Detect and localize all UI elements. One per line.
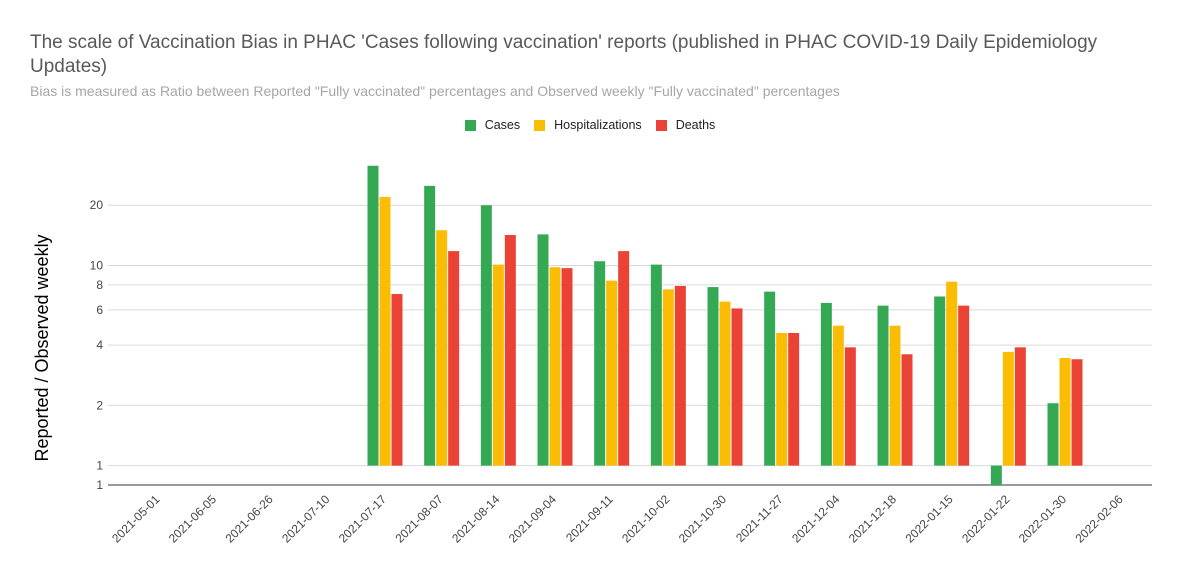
x-tick-label: 2021-05-01 (109, 492, 163, 546)
legend-label: Deaths (675, 118, 716, 132)
bar-cases-2021-08-07 (424, 185, 436, 466)
bar-hospitalizations-2021-09-11 (606, 280, 618, 466)
legend-swatch (655, 119, 667, 131)
y-tick-label: 10 (90, 258, 104, 272)
legend-swatch (534, 119, 546, 131)
x-tick-label: 2021-08-14 (449, 492, 503, 546)
bar-hospitalizations-2022-01-15 (946, 281, 958, 466)
bar-hospitalizations-2021-08-14 (492, 264, 504, 466)
x-tick-label: 2021-07-10 (279, 492, 333, 546)
bar-cases-2021-12-18 (877, 305, 889, 466)
bar-cases-2022-01-15 (934, 296, 946, 466)
x-tick-label: 2021-11-27 (733, 492, 786, 545)
y-tick-label: 8 (96, 278, 103, 292)
bar-hospitalizations-2021-10-02 (662, 289, 674, 466)
y-tick-label: 20 (90, 198, 104, 212)
y-tick-label: 4 (96, 338, 103, 352)
bar-hospitalizations-2022-01-30 (1059, 357, 1071, 466)
bar-hospitalizations-2021-07-17 (379, 196, 391, 466)
bar-cases-2021-09-11 (594, 261, 606, 466)
bar-cases-2021-08-14 (480, 205, 492, 466)
legend-item-cases: Cases (464, 118, 521, 132)
chart-title: The scale of Vaccination Bias in PHAC 'C… (30, 32, 1098, 77)
bar-hospitalizations-2021-12-04 (832, 325, 844, 466)
bar-hospitalizations-2021-10-30 (719, 301, 731, 466)
y-axis-label: Reported / Observed weekly (32, 234, 52, 461)
x-tick-label: 2021-09-11 (563, 492, 616, 545)
x-tick-label: 2021-08-07 (392, 492, 446, 546)
bar-hospitalizations-2022-01-22 (1002, 351, 1014, 466)
bar-deaths-2021-09-11 (618, 251, 630, 466)
legend-swatch (464, 119, 476, 131)
bar-cases-2021-10-02 (650, 264, 662, 466)
bar-cases-2021-07-17 (367, 165, 379, 466)
bar-cases-2022-01-22 (990, 465, 1002, 485)
bar-cases-2021-09-04 (537, 234, 549, 466)
chart-subtitle: Bias is measured as Ratio between Report… (30, 83, 840, 99)
legend-label: Cases (484, 118, 521, 132)
x-tick-label: 2021-10-30 (676, 492, 730, 546)
bar-deaths-2021-10-02 (674, 285, 686, 466)
y-tick-label: 1 (96, 459, 103, 473)
bar-deaths-2021-08-07 (448, 251, 460, 466)
x-tick-label: 2021-06-05 (166, 492, 220, 546)
y-tick-label: 1 (96, 478, 103, 492)
bar-deaths-2021-10-30 (731, 308, 743, 466)
bar-deaths-2021-12-18 (901, 354, 913, 466)
x-tick-label: 2021-12-18 (846, 492, 900, 546)
x-tick-label: 2022-01-30 (1016, 492, 1070, 546)
legend-item-hospitalizations: Hospitalizations (534, 118, 642, 132)
legend: Cases Hospitalizations Deaths (0, 118, 1180, 134)
x-tick-label: 2021-07-17 (336, 492, 390, 546)
bar-deaths-2022-01-22 (1014, 347, 1026, 466)
bar-deaths-2021-09-04 (561, 268, 573, 466)
bar-cases-2021-11-27 (764, 291, 776, 466)
x-tick-label: 2021-09-04 (506, 492, 560, 546)
bar-hospitalizations-2021-12-18 (889, 325, 901, 466)
bar-cases-2021-12-04 (820, 302, 832, 466)
bar-hospitalizations-2021-08-07 (436, 230, 448, 466)
y-tick-label: 6 (96, 303, 103, 317)
bar-deaths-2022-01-30 (1071, 359, 1083, 466)
bar-hospitalizations-2021-09-04 (549, 267, 561, 466)
y-tick-label: 2 (96, 398, 103, 412)
legend-label: Hospitalizations (554, 118, 642, 132)
x-tick-label: 2021-10-02 (619, 492, 673, 546)
x-tick-label: 2022-02-06 (1072, 492, 1126, 546)
x-tick-label: 2021-12-04 (789, 492, 843, 546)
legend-item-deaths: Deaths (655, 118, 716, 132)
bar-cases-2022-01-30 (1047, 403, 1059, 466)
x-tick-label: 2021-06-26 (222, 492, 276, 546)
x-tick-label: 2022-01-22 (959, 492, 1013, 546)
bar-deaths-2021-07-17 (391, 294, 403, 466)
x-tick-label: 2022-01-15 (902, 492, 956, 546)
bar-deaths-2021-12-04 (844, 347, 856, 466)
bar-deaths-2021-11-27 (788, 332, 800, 466)
bar-cases-2021-10-30 (707, 287, 719, 466)
bar-deaths-2022-01-15 (958, 305, 970, 466)
bar-hospitalizations-2021-11-27 (776, 332, 788, 466)
bar-deaths-2021-08-14 (504, 235, 516, 466)
